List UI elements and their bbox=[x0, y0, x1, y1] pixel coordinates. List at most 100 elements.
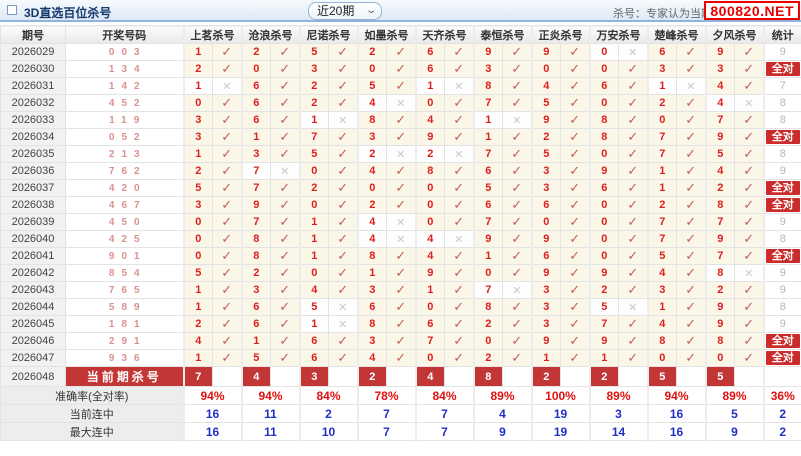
kill-number-cell: 2 bbox=[298, 77, 329, 95]
check-icon: ✓ bbox=[270, 230, 300, 248]
title-checkbox[interactable] bbox=[7, 5, 17, 15]
draw-number: 052 bbox=[65, 128, 184, 146]
check-icon: ✓ bbox=[676, 179, 706, 197]
summary-value: 89% bbox=[704, 386, 764, 405]
check-icon: ✓ bbox=[502, 162, 532, 180]
chevron-down-icon: ⌄ bbox=[364, 5, 377, 16]
empty-cell bbox=[734, 366, 764, 387]
cross-icon: ✕ bbox=[386, 145, 416, 163]
cross-icon: ✕ bbox=[328, 111, 358, 129]
check-icon: ✓ bbox=[328, 162, 358, 180]
current-kill-number: 3 bbox=[298, 366, 329, 387]
summary-value: 84% bbox=[414, 386, 474, 405]
check-icon: ✓ bbox=[676, 349, 706, 367]
period-cell: 2026036 bbox=[0, 162, 66, 180]
empty-cell bbox=[676, 366, 706, 387]
kill-number-cell: 1 bbox=[646, 77, 677, 95]
expert-header-8: 楚峰杀号 bbox=[646, 25, 706, 44]
period-cell: 2026046 bbox=[0, 332, 66, 350]
check-icon: ✓ bbox=[386, 162, 416, 180]
check-icon: ✓ bbox=[444, 60, 474, 78]
check-icon: ✓ bbox=[734, 77, 764, 95]
check-icon: ✓ bbox=[560, 196, 590, 214]
kill-number-cell: 8 bbox=[588, 128, 619, 146]
kill-number-cell: 4 bbox=[356, 94, 387, 112]
stat-cell: 8 bbox=[762, 111, 801, 129]
check-icon: ✓ bbox=[270, 315, 300, 333]
stat-cell: 9 bbox=[762, 43, 801, 61]
kill-number-cell: 0 bbox=[588, 247, 619, 265]
draw-number: 467 bbox=[65, 196, 184, 214]
check-icon: ✓ bbox=[618, 179, 648, 197]
kill-number-cell: 7 bbox=[704, 247, 735, 265]
range-dropdown[interactable]: 近20期 ⌄ bbox=[308, 2, 382, 20]
kill-number-cell: 1 bbox=[646, 298, 677, 316]
cross-icon: ✕ bbox=[444, 77, 474, 95]
kill-number-cell: 3 bbox=[356, 332, 387, 350]
check-icon: ✓ bbox=[618, 77, 648, 95]
period-cell: 2026040 bbox=[0, 230, 66, 248]
check-icon: ✓ bbox=[734, 332, 764, 350]
kill-number-cell: 4 bbox=[414, 247, 445, 265]
kill-number-cell: 6 bbox=[472, 162, 503, 180]
current-kill-number: 4 bbox=[414, 366, 445, 387]
table-row: 2026029 003 1 ✓ 2 ✓ 5 ✓ 2 ✓ 6 ✓ 9 ✓ 9 ✓ 0 ✕ 6 ✓ 9 ✓ 9 bbox=[0, 43, 801, 61]
kill-number-cell: 7 bbox=[472, 94, 503, 112]
summary-value: 4 bbox=[472, 404, 532, 423]
cross-icon: ✕ bbox=[502, 281, 532, 299]
cross-icon: ✕ bbox=[270, 162, 300, 180]
kill-number-cell: 3 bbox=[530, 298, 561, 316]
kill-number-cell: 9 bbox=[704, 230, 735, 248]
kill-number-cell: 8 bbox=[588, 111, 619, 129]
check-icon: ✓ bbox=[270, 94, 300, 112]
kill-number-cell: 0 bbox=[298, 196, 329, 214]
draw-number: 762 bbox=[65, 162, 184, 180]
kill-number-cell: 8 bbox=[472, 298, 503, 316]
check-icon: ✓ bbox=[502, 247, 532, 265]
check-icon: ✓ bbox=[676, 298, 706, 316]
check-icon: ✓ bbox=[212, 94, 242, 112]
check-icon: ✓ bbox=[676, 43, 706, 61]
check-icon: ✓ bbox=[328, 264, 358, 282]
check-icon: ✓ bbox=[502, 179, 532, 197]
table-row: 2026034 052 3 ✓ 1 ✓ 7 ✓ 3 ✓ 9 ✓ 1 ✓ 2 ✓ 8 ✓ 7 ✓ 9 ✓ 全对 bbox=[0, 128, 801, 146]
current-kill-number: 5 bbox=[646, 366, 677, 387]
check-icon: ✓ bbox=[560, 247, 590, 265]
kill-number-cell: 5 bbox=[182, 179, 213, 197]
period-cell: 2026041 bbox=[0, 247, 66, 265]
kill-number-cell: 2 bbox=[298, 179, 329, 197]
check-icon: ✓ bbox=[386, 196, 416, 214]
check-icon: ✓ bbox=[676, 315, 706, 333]
kill-number-cell: 3 bbox=[530, 162, 561, 180]
check-icon: ✓ bbox=[676, 94, 706, 112]
check-icon: ✓ bbox=[270, 332, 300, 350]
kill-number-cell: 1 bbox=[182, 77, 213, 95]
check-icon: ✓ bbox=[270, 213, 300, 231]
kill-number-cell: 0 bbox=[298, 162, 329, 180]
check-icon: ✓ bbox=[676, 162, 706, 180]
kill-number-cell: 6 bbox=[646, 43, 677, 61]
period-cell: 2026047 bbox=[0, 349, 66, 367]
kill-number-cell: 1 bbox=[298, 213, 329, 231]
kill-number-cell: 2 bbox=[356, 196, 387, 214]
kill-number-cell: 1 bbox=[182, 145, 213, 163]
check-icon: ✓ bbox=[270, 77, 300, 95]
check-icon: ✓ bbox=[328, 94, 358, 112]
kill-number-cell: 8 bbox=[356, 247, 387, 265]
all-correct-badge: 全对 bbox=[765, 181, 800, 195]
kill-number-cell: 1 bbox=[298, 230, 329, 248]
kill-number-cell: 0 bbox=[704, 349, 735, 367]
kill-number-cell: 3 bbox=[530, 315, 561, 333]
kill-number-cell: 2 bbox=[298, 94, 329, 112]
kill-number-cell: 3 bbox=[646, 281, 677, 299]
empty-cell bbox=[270, 366, 300, 387]
kill-number-cell: 3 bbox=[182, 196, 213, 214]
expert-header-7: 万安杀号 bbox=[588, 25, 648, 44]
check-icon: ✓ bbox=[734, 315, 764, 333]
kill-number-cell: 4 bbox=[356, 162, 387, 180]
check-icon: ✓ bbox=[560, 128, 590, 146]
kill-number-cell: 3 bbox=[298, 60, 329, 78]
check-icon: ✓ bbox=[212, 145, 242, 163]
period-cell: 2026044 bbox=[0, 298, 66, 316]
check-icon: ✓ bbox=[212, 349, 242, 367]
